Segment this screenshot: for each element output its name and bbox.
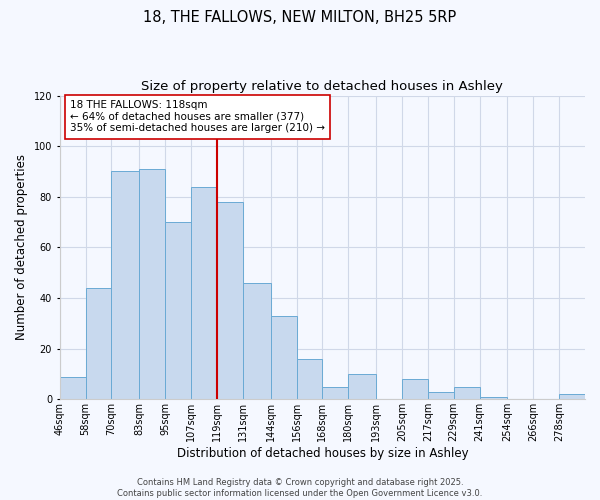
Bar	[322, 386, 348, 400]
Y-axis label: Number of detached properties: Number of detached properties	[15, 154, 28, 340]
Bar	[86, 288, 112, 400]
Bar	[191, 186, 217, 400]
Text: 18, THE FALLOWS, NEW MILTON, BH25 5RP: 18, THE FALLOWS, NEW MILTON, BH25 5RP	[143, 10, 457, 25]
Bar	[454, 386, 479, 400]
Bar	[559, 394, 585, 400]
Text: 18 THE FALLOWS: 118sqm
← 64% of detached houses are smaller (377)
35% of semi-de: 18 THE FALLOWS: 118sqm ← 64% of detached…	[70, 100, 325, 134]
Text: Contains HM Land Registry data © Crown copyright and database right 2025.
Contai: Contains HM Land Registry data © Crown c…	[118, 478, 482, 498]
Bar	[296, 359, 322, 400]
Bar	[348, 374, 376, 400]
Bar	[242, 283, 271, 400]
Bar	[59, 376, 86, 400]
Bar	[139, 169, 165, 400]
Bar	[217, 202, 242, 400]
Bar	[479, 397, 508, 400]
Bar	[271, 316, 296, 400]
X-axis label: Distribution of detached houses by size in Ashley: Distribution of detached houses by size …	[176, 447, 468, 460]
Title: Size of property relative to detached houses in Ashley: Size of property relative to detached ho…	[142, 80, 503, 93]
Bar	[428, 392, 454, 400]
Bar	[165, 222, 191, 400]
Bar	[112, 172, 139, 400]
Bar	[402, 379, 428, 400]
